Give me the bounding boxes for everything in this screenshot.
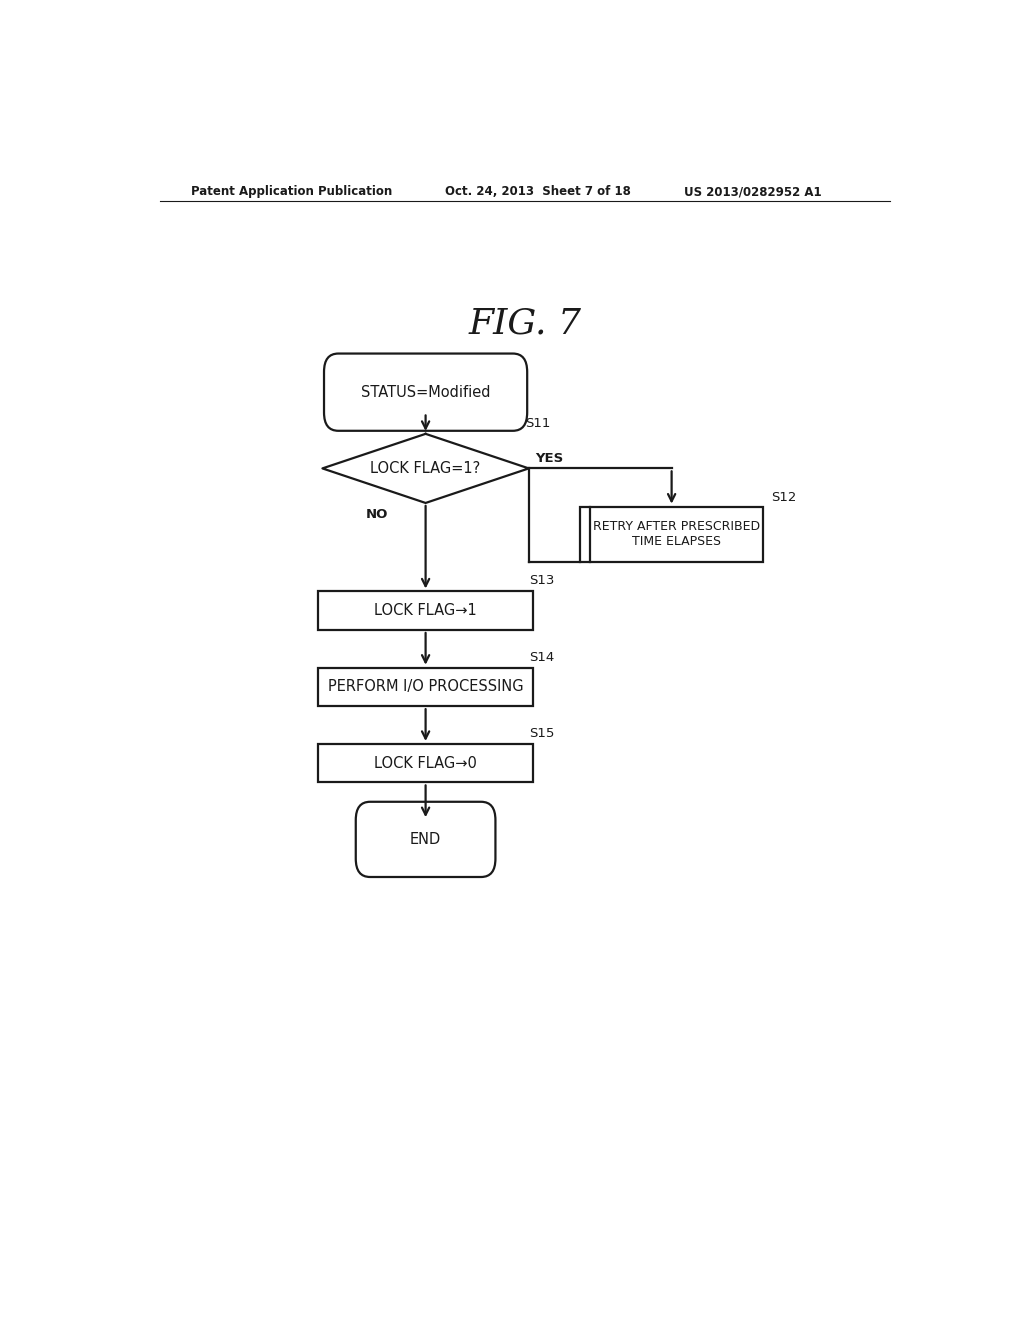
FancyBboxPatch shape bbox=[324, 354, 527, 430]
Text: S15: S15 bbox=[528, 727, 554, 739]
Text: STATUS=Modified: STATUS=Modified bbox=[360, 384, 490, 400]
Text: LOCK FLAG→1: LOCK FLAG→1 bbox=[374, 603, 477, 618]
Text: Patent Application Publication: Patent Application Publication bbox=[191, 185, 393, 198]
Bar bbox=[318, 744, 532, 783]
Text: RETRY AFTER PRESCRIBED
TIME ELAPSES: RETRY AFTER PRESCRIBED TIME ELAPSES bbox=[593, 520, 760, 549]
Text: LOCK FLAG→0: LOCK FLAG→0 bbox=[374, 755, 477, 771]
Polygon shape bbox=[323, 434, 528, 503]
Text: YES: YES bbox=[536, 451, 563, 465]
Bar bbox=[581, 507, 763, 562]
Bar bbox=[318, 591, 532, 630]
Text: FIG. 7: FIG. 7 bbox=[468, 306, 582, 341]
Text: S11: S11 bbox=[524, 417, 550, 430]
Text: S14: S14 bbox=[528, 651, 554, 664]
FancyBboxPatch shape bbox=[355, 801, 496, 876]
Text: NO: NO bbox=[367, 508, 388, 521]
Text: Oct. 24, 2013  Sheet 7 of 18: Oct. 24, 2013 Sheet 7 of 18 bbox=[445, 185, 632, 198]
Bar bbox=[318, 668, 532, 706]
Text: LOCK FLAG=1?: LOCK FLAG=1? bbox=[371, 461, 480, 477]
Text: PERFORM I/O PROCESSING: PERFORM I/O PROCESSING bbox=[328, 680, 523, 694]
Text: S12: S12 bbox=[771, 491, 797, 504]
Text: END: END bbox=[410, 832, 441, 847]
Text: S13: S13 bbox=[528, 574, 554, 587]
Text: US 2013/0282952 A1: US 2013/0282952 A1 bbox=[684, 185, 821, 198]
